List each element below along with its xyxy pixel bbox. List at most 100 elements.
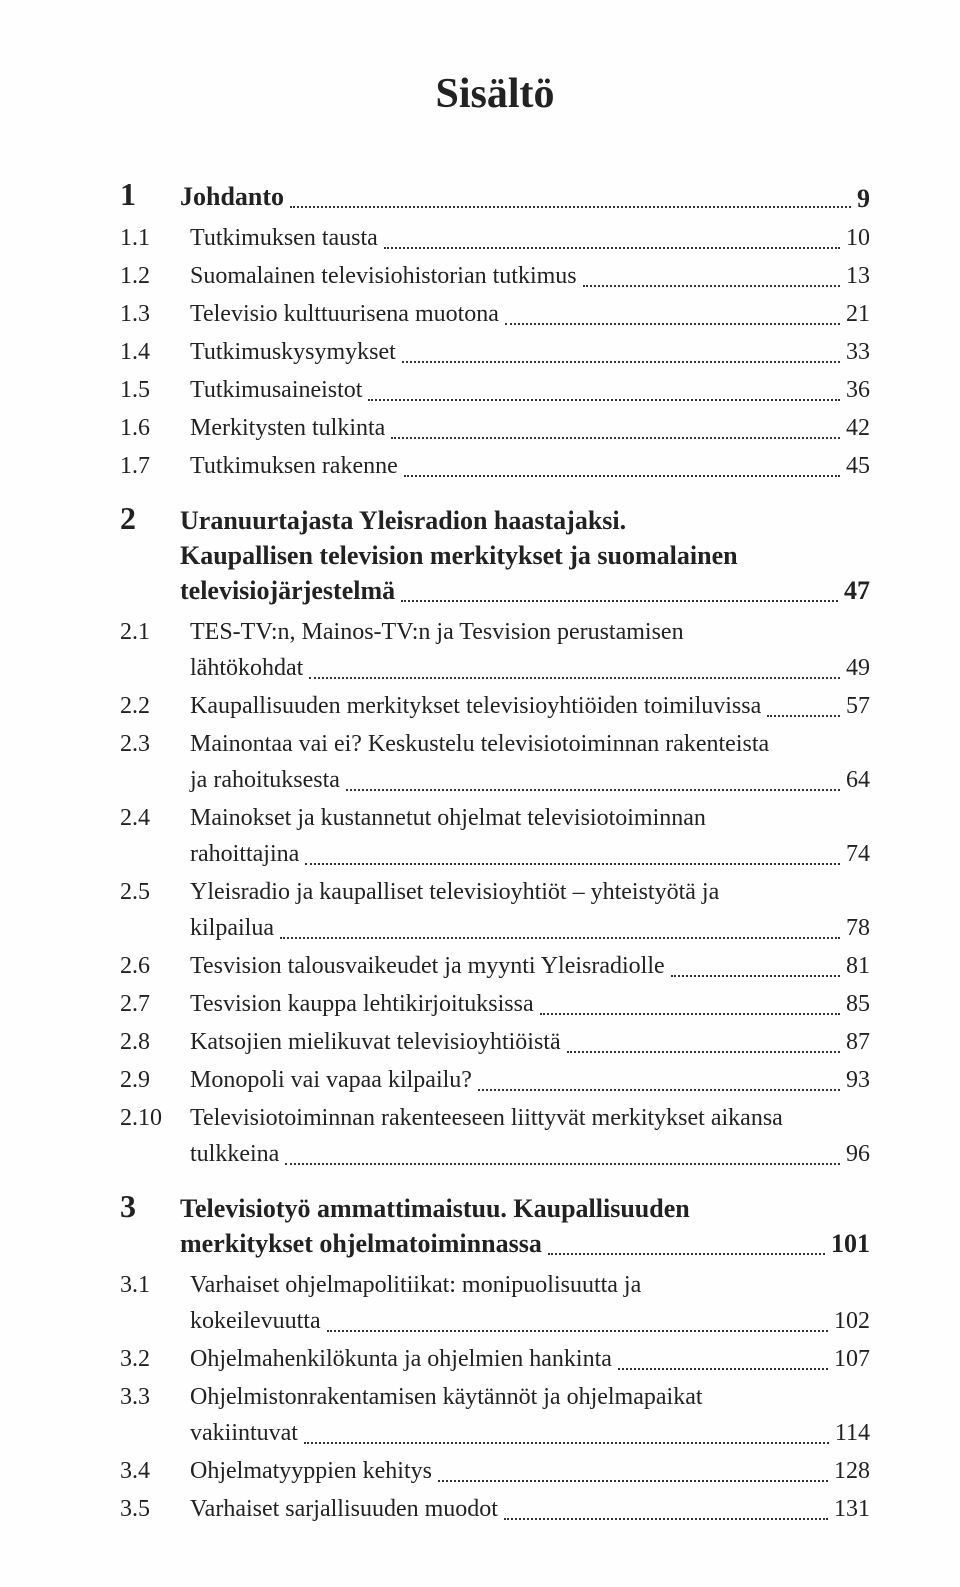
toc-entry: 2.1TES-TV:n, Mainos-TV:n ja Tesvision pe… bbox=[120, 614, 870, 686]
dot-leader bbox=[671, 961, 840, 977]
entry-title: Ohjelmatyyppien kehitys bbox=[190, 1453, 432, 1489]
chapter-title-line: Kaupallisen television merkitykset ja su… bbox=[180, 538, 870, 573]
dot-leader bbox=[548, 1238, 825, 1256]
entry-page: 87 bbox=[846, 1024, 870, 1060]
entry-body: Varhaiset ohjelmapolitiikat: monipuolisu… bbox=[190, 1267, 870, 1339]
dot-leader bbox=[567, 1037, 840, 1053]
entry-page: 131 bbox=[834, 1491, 870, 1527]
entry-title-text: ja rahoituksesta bbox=[190, 762, 340, 798]
dot-leader bbox=[368, 384, 840, 400]
chapter-title-text: televisiojärjestelmä bbox=[180, 573, 395, 608]
toc-entry: 2.2Kaupallisuuden merkitykset televisioy… bbox=[120, 688, 870, 724]
entry-page: 64 bbox=[846, 762, 870, 798]
entry-body: Suomalainen televisiohistorian tutkimus 1… bbox=[190, 258, 870, 294]
entry-page: 33 bbox=[846, 334, 870, 370]
toc-entry: 2.5Yleisradio ja kaupalliset televisioyh… bbox=[120, 874, 870, 946]
entry-number: 1.3 bbox=[120, 296, 190, 332]
entry-title-line: lähtökohdat 49 bbox=[190, 650, 870, 686]
entry-page: 74 bbox=[846, 836, 870, 872]
entry-number: 2.1 bbox=[120, 614, 190, 650]
chapter-number: 2 bbox=[120, 502, 180, 534]
dot-leader bbox=[384, 232, 840, 248]
entry-number: 3.1 bbox=[120, 1267, 190, 1303]
toc-entry: 3.4Ohjelmatyyppien kehitys 128 bbox=[120, 1453, 870, 1489]
entry-title-text: rahoittajina bbox=[190, 836, 299, 872]
entry-page: 13 bbox=[846, 258, 870, 294]
dot-leader bbox=[583, 270, 840, 286]
entry-number: 2.4 bbox=[120, 800, 190, 836]
entry-number: 3.5 bbox=[120, 1491, 190, 1527]
entry-title: Suomalainen televisiohistorian tutkimus bbox=[190, 258, 577, 294]
toc-entry: 2.4Mainokset ja kustannetut ohjelmat tel… bbox=[120, 800, 870, 872]
chapter-row: 1Johdanto9 bbox=[120, 178, 870, 214]
entry-title: Merkitysten tulkinta bbox=[190, 410, 385, 446]
entry-number: 3.4 bbox=[120, 1453, 190, 1489]
entry-title: Tutkimuskysymykset bbox=[190, 334, 396, 370]
chapter-title-line: Uranuurtajasta Yleisradion haastajaksi. bbox=[180, 503, 870, 538]
entry-page: 49 bbox=[846, 650, 870, 686]
entry-title-text: lähtökohdat bbox=[190, 650, 303, 686]
chapter-page: 9 bbox=[857, 184, 870, 214]
dot-leader bbox=[327, 1316, 828, 1332]
entry-title-text: tulkkeina bbox=[190, 1136, 279, 1172]
entry-page: 107 bbox=[834, 1341, 870, 1377]
entry-title-text: vakiintuvat bbox=[190, 1415, 298, 1451]
dot-leader bbox=[505, 308, 840, 324]
entry-title-line: kokeilevuutta102 bbox=[190, 1303, 870, 1339]
entry-body: Ohjelmistonrakentamisen käytännöt ja ohj… bbox=[190, 1379, 870, 1451]
entry-page: 10 bbox=[846, 220, 870, 256]
toc-entry: 3.2Ohjelmahenkilökunta ja ohjelmien hank… bbox=[120, 1341, 870, 1377]
entry-number: 2.10 bbox=[120, 1100, 190, 1136]
toc-entry: 1.7Tutkimuksen rakenne45 bbox=[120, 448, 870, 484]
toc-entry: 1.5Tutkimusaineistot36 bbox=[120, 372, 870, 408]
chapter-row: 3Televisiotyö ammattimaistuu. Kaupallisu… bbox=[120, 1190, 870, 1261]
dot-leader bbox=[391, 422, 840, 438]
entry-number: 2.3 bbox=[120, 726, 190, 762]
entry-body: Mainokset ja kustannetut ohjelmat televi… bbox=[190, 800, 870, 872]
entry-number: 1.1 bbox=[120, 220, 190, 256]
entry-page: 128 bbox=[834, 1453, 870, 1489]
entry-page: 36 bbox=[846, 372, 870, 408]
entry-title-line: rahoittajina 74 bbox=[190, 836, 870, 872]
dot-leader bbox=[280, 923, 840, 939]
entry-title: Ohjelmahenkilökunta ja ohjelmien hankint… bbox=[190, 1341, 612, 1377]
chapter-body: Johdanto9 bbox=[180, 180, 870, 214]
chapter-title-text: merkitykset ohjelmatoiminnassa bbox=[180, 1226, 542, 1261]
entry-body: Katsojien mielikuvat televisioyhtiöistä8… bbox=[190, 1024, 870, 1060]
chapter-page: 47 bbox=[844, 573, 870, 608]
entry-page: 114 bbox=[835, 1415, 870, 1451]
entry-title-line: Varhaiset ohjelmapolitiikat: monipuolisu… bbox=[190, 1267, 870, 1303]
entry-title-line: Ohjelmistonrakentamisen käytännöt ja ohj… bbox=[190, 1379, 870, 1415]
entry-body: Tesvision kauppa lehtikirjoituksissa85 bbox=[190, 986, 870, 1022]
toc-entry: 2.9Monopoli vai vapaa kilpailu?93 bbox=[120, 1062, 870, 1098]
entry-title-line: Mainontaa vai ei? Keskustelu televisioto… bbox=[190, 726, 870, 762]
entry-title-text: kokeilevuutta bbox=[190, 1303, 321, 1339]
entry-title-text: kilpailua bbox=[190, 910, 274, 946]
entry-page: 57 bbox=[846, 688, 870, 724]
entry-body: Mainontaa vai ei? Keskustelu televisioto… bbox=[190, 726, 870, 798]
dot-leader bbox=[504, 1504, 828, 1520]
toc-entry: 3.5Varhaiset sarjallisuuden muodot131 bbox=[120, 1491, 870, 1527]
toc-entry: 2.3Mainontaa vai ei? Keskustelu televisi… bbox=[120, 726, 870, 798]
toc-page: Sisältö 1Johdanto91.1Tutkimuksen tausta1… bbox=[0, 0, 960, 1587]
entry-page: 85 bbox=[846, 986, 870, 1022]
dot-leader bbox=[401, 584, 838, 602]
chapter-title-line: Televisiotyö ammattimaistuu. Kaupallisuu… bbox=[180, 1191, 870, 1226]
entry-title-line: kilpailua78 bbox=[190, 910, 870, 946]
chapter-title-line: televisiojärjestelmä 47 bbox=[180, 573, 870, 608]
entry-title: Tutkimusaineistot bbox=[190, 372, 362, 408]
entry-title: Kaupallisuuden merkitykset televisioyhti… bbox=[190, 688, 761, 724]
entry-number: 2.6 bbox=[120, 948, 190, 984]
dot-leader bbox=[478, 1075, 840, 1091]
entry-title: Monopoli vai vapaa kilpailu? bbox=[190, 1062, 472, 1098]
chapter-number: 1 bbox=[120, 178, 180, 210]
toc-entry: 3.3Ohjelmistonrakentamisen käytännöt ja … bbox=[120, 1379, 870, 1451]
entry-number: 2.8 bbox=[120, 1024, 190, 1060]
entry-number: 1.2 bbox=[120, 258, 190, 294]
entry-number: 3.2 bbox=[120, 1341, 190, 1377]
entry-page: 93 bbox=[846, 1062, 870, 1098]
entry-title-line: vakiintuvat 114 bbox=[190, 1415, 870, 1451]
entry-number: 2.2 bbox=[120, 688, 190, 724]
toc-entry: 3.1Varhaiset ohjelmapolitiikat: monipuol… bbox=[120, 1267, 870, 1339]
entry-page: 21 bbox=[846, 296, 870, 332]
